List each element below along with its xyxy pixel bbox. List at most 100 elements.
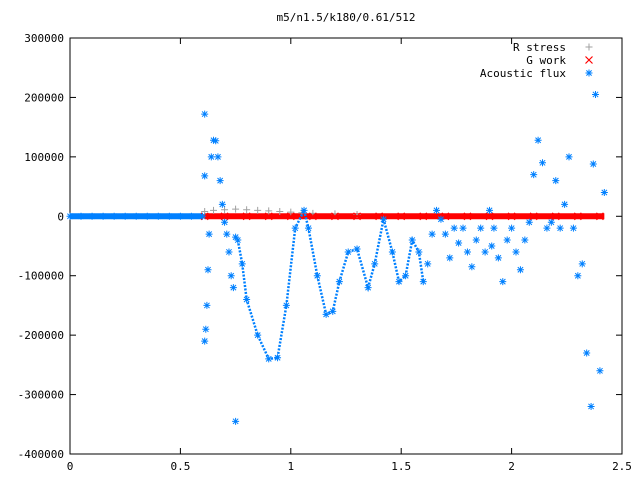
point [490, 224, 498, 232]
point [201, 337, 209, 345]
point [551, 212, 560, 221]
point [212, 137, 220, 145]
y-tick-label: -100000 [18, 270, 64, 283]
point [274, 354, 282, 362]
point [221, 218, 229, 226]
point [583, 349, 591, 357]
point [592, 90, 600, 98]
chart-title: m5/n1.5/k180/0.61/512 [276, 11, 415, 24]
point [488, 242, 496, 250]
point [450, 224, 458, 232]
point [587, 402, 595, 410]
point [397, 212, 406, 221]
point [243, 206, 251, 214]
point [530, 171, 538, 179]
x-tick-label: 0.5 [170, 460, 190, 473]
point [574, 272, 582, 280]
legend-marker [585, 56, 593, 64]
axes: 300000 200000 100000 0 -100000 -200000 -300000… [18, 32, 632, 473]
point [110, 212, 118, 220]
point [573, 212, 582, 221]
point [455, 239, 463, 247]
point [468, 263, 476, 271]
point [300, 206, 308, 214]
point [512, 248, 520, 256]
point [578, 260, 586, 268]
point [121, 212, 129, 220]
point [516, 266, 524, 274]
point [494, 254, 502, 262]
point [375, 212, 384, 221]
point [254, 331, 262, 339]
point [331, 212, 339, 221]
point [207, 153, 215, 161]
point [552, 177, 560, 185]
legend-label: R stress [513, 41, 566, 54]
point [227, 272, 235, 280]
point [218, 200, 226, 208]
x-tick-label: 2.5 [612, 460, 632, 473]
point [486, 206, 494, 214]
point [344, 248, 352, 256]
point [565, 153, 573, 161]
point [276, 208, 284, 216]
point [216, 177, 224, 185]
point [232, 417, 240, 425]
point [313, 272, 321, 280]
point [600, 189, 608, 197]
point [503, 236, 511, 244]
point [254, 206, 262, 214]
point [225, 248, 233, 256]
point [198, 212, 206, 220]
x-tick-label: 1.5 [391, 460, 411, 473]
point [202, 325, 210, 333]
point [556, 224, 564, 232]
point [223, 230, 231, 238]
point [463, 248, 471, 256]
y-tick-label: 0 [57, 210, 64, 223]
y-tick-label: -300000 [18, 389, 64, 402]
point [220, 212, 229, 221]
point [353, 245, 361, 253]
data-marks [66, 90, 608, 425]
point [521, 236, 529, 244]
point [88, 212, 96, 220]
point [176, 212, 184, 220]
point [388, 248, 396, 256]
legend-marker [585, 43, 593, 51]
point [547, 218, 555, 226]
point [499, 278, 507, 286]
legend-label: G work [526, 54, 566, 67]
acoustic-flux-curve [236, 206, 425, 361]
point [99, 212, 107, 220]
point [221, 206, 229, 214]
point [238, 260, 246, 268]
point [463, 212, 472, 221]
point [477, 224, 485, 232]
point [205, 230, 213, 238]
point [77, 212, 85, 220]
point [507, 212, 516, 221]
point [232, 233, 240, 241]
point [419, 278, 427, 286]
x-tick-label: 1 [287, 460, 294, 473]
point [595, 212, 604, 221]
point [459, 224, 467, 232]
point [201, 110, 209, 118]
point [481, 248, 489, 256]
point [428, 230, 436, 238]
point [232, 205, 240, 213]
plot-frame [69, 37, 623, 455]
point [539, 159, 547, 167]
point [472, 236, 480, 244]
series-g-work [200, 212, 604, 221]
point [210, 136, 218, 144]
legend-label: Acoustic flux [480, 67, 566, 80]
point [569, 224, 577, 232]
point [265, 207, 273, 215]
point [264, 212, 273, 221]
point [287, 208, 295, 216]
point [561, 200, 569, 208]
point [66, 212, 74, 220]
